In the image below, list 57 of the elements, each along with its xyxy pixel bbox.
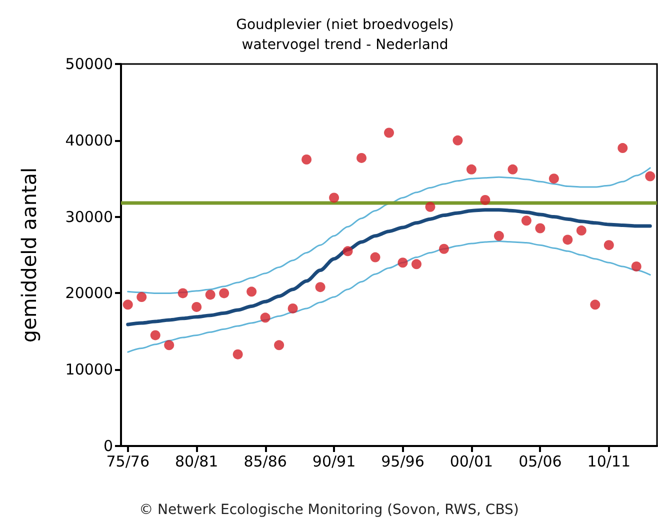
line-series xyxy=(126,208,652,326)
point xyxy=(274,340,284,350)
y-tick-label: 0 xyxy=(103,437,113,455)
point xyxy=(576,226,586,236)
point xyxy=(219,288,230,298)
point xyxy=(398,258,408,268)
point xyxy=(205,290,216,300)
x-tick-label: 95/96 xyxy=(381,452,424,470)
point xyxy=(521,216,532,226)
y-tick-label: 40000 xyxy=(65,131,113,150)
y-axis-title: gemiddeld aantal xyxy=(17,167,41,343)
point xyxy=(425,202,436,212)
point xyxy=(548,174,559,184)
point xyxy=(150,330,160,340)
chart-title: Goudplevier (niet broedvogels) watervogel trend - Nederland xyxy=(236,17,454,53)
point xyxy=(508,164,518,174)
point xyxy=(302,154,312,164)
point xyxy=(136,292,147,302)
point xyxy=(232,349,243,360)
y-tick-label: 10000 xyxy=(65,360,113,379)
x-tick-label: 05/06 xyxy=(518,452,562,470)
point xyxy=(164,340,174,350)
x-tick-label: 00/01 xyxy=(450,452,494,470)
point xyxy=(246,286,257,297)
point xyxy=(438,244,449,254)
point xyxy=(288,303,298,314)
point xyxy=(356,152,367,163)
point xyxy=(384,128,394,138)
point xyxy=(411,259,422,270)
point xyxy=(122,300,133,310)
point xyxy=(645,171,656,182)
point xyxy=(494,230,504,241)
x-tick-label: 80/81 xyxy=(174,452,218,470)
point xyxy=(315,282,326,292)
point xyxy=(342,246,353,256)
point xyxy=(604,240,614,250)
x-tick-label: 85/86 xyxy=(244,452,287,470)
y-tick-label: 20000 xyxy=(65,284,113,302)
point xyxy=(192,302,202,312)
point xyxy=(466,164,476,174)
point xyxy=(480,194,490,205)
point xyxy=(329,192,340,203)
point xyxy=(618,143,628,154)
point xyxy=(260,312,270,323)
x-tick-label: 10/11 xyxy=(587,452,631,470)
point xyxy=(370,252,380,262)
y-tick-label: 50000 xyxy=(65,55,113,73)
text: © Netwerk Ecologische Monitoring (Sovon, RWS, CBS) xyxy=(139,502,519,518)
point xyxy=(535,223,546,234)
point xyxy=(631,261,642,272)
x-tick-label: 90/91 xyxy=(312,452,356,470)
point xyxy=(590,300,600,310)
point xyxy=(178,288,188,298)
y-tick-label: 30000 xyxy=(65,208,113,226)
point xyxy=(562,234,573,245)
point xyxy=(452,135,463,146)
x-tick-label: 75/76 xyxy=(106,452,150,470)
